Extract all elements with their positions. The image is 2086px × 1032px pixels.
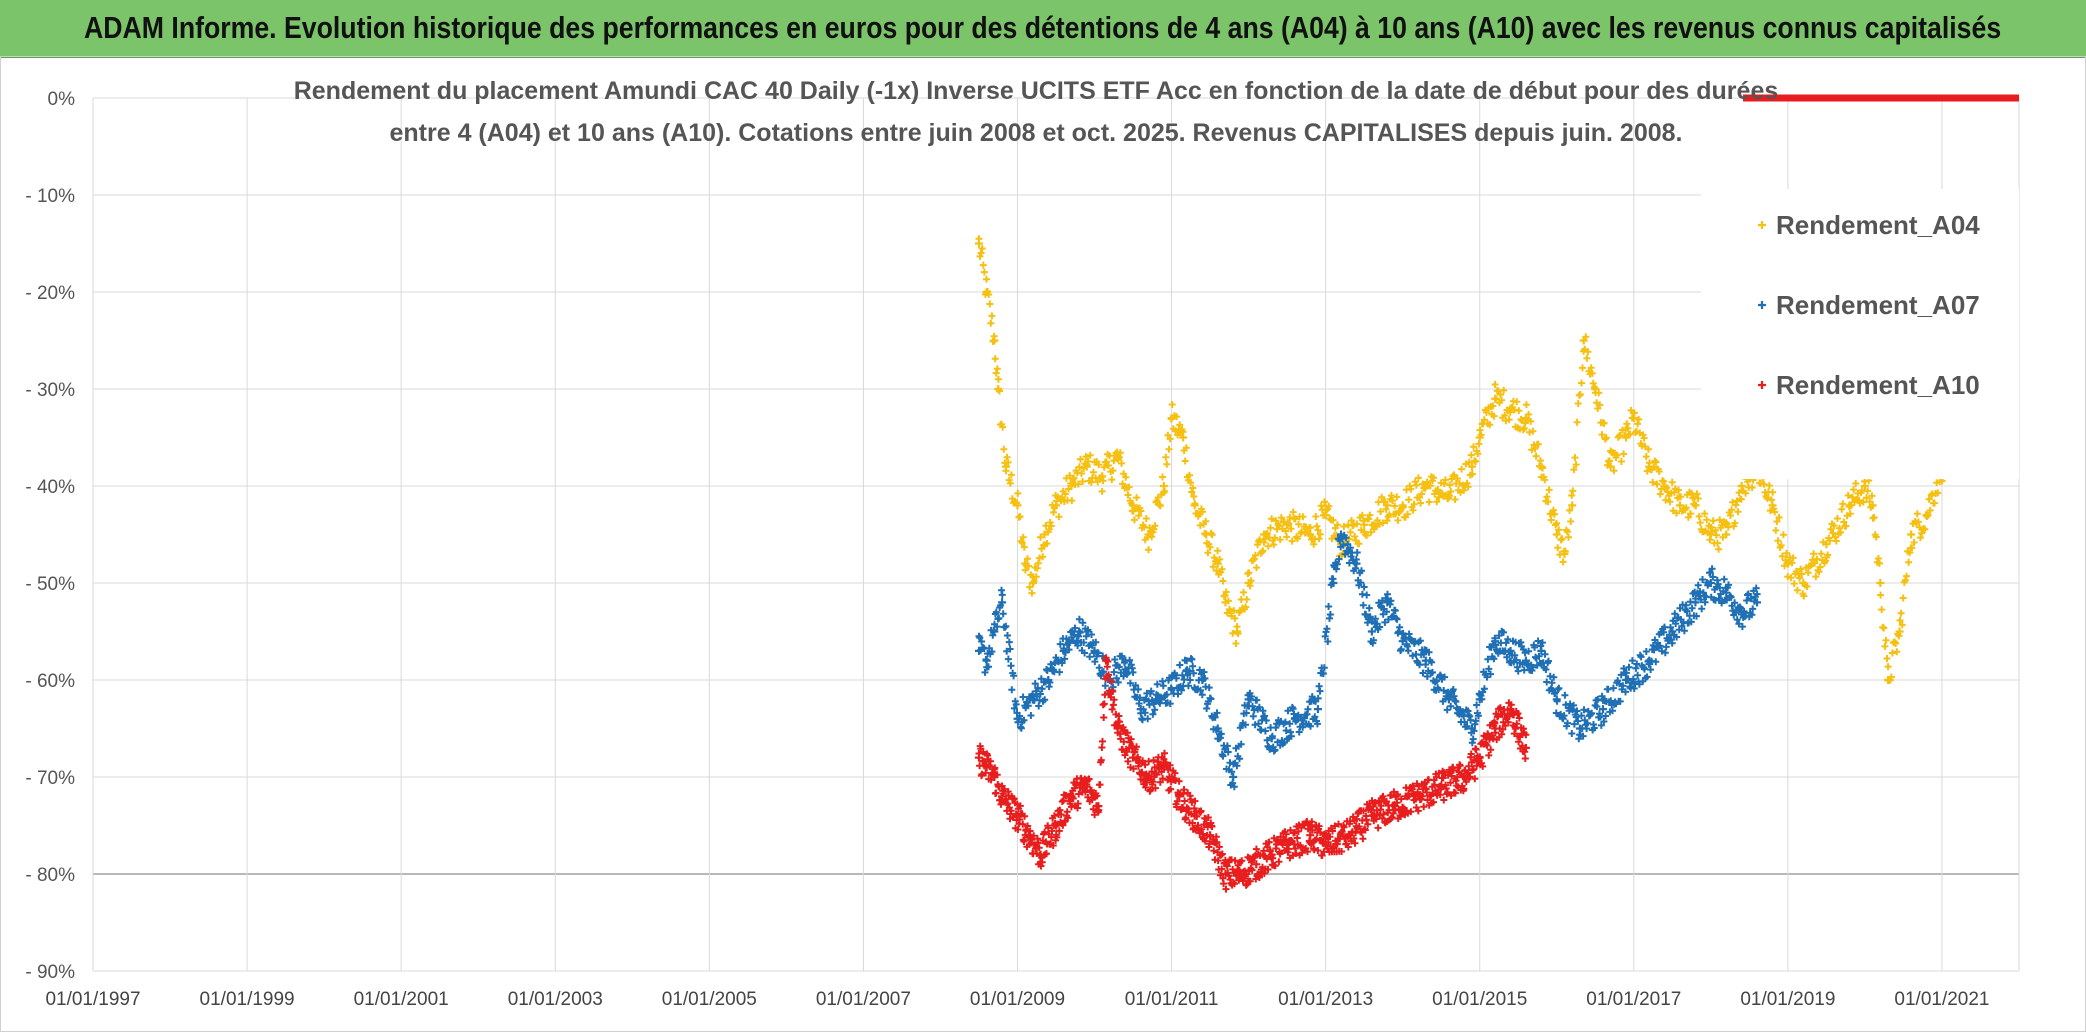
- x-tick-label: 01/01/1997: [45, 989, 140, 1010]
- legend-label: Rendement_A07: [1776, 290, 1980, 320]
- y-tick-label: - 30%: [25, 380, 75, 401]
- axes: 0% - 10% - 20% - 30% - 40% - 50% - 60% - 70% - 8…: [25, 89, 1989, 1010]
- data-point: [1568, 501, 1577, 510]
- data-point: [1676, 501, 1685, 510]
- x-tick-label: 01/01/1999: [200, 989, 295, 1010]
- x-tick-label: 01/01/2001: [354, 989, 449, 1010]
- data-point: [1468, 462, 1477, 471]
- page-title: ADAM Informe. Evolution historique des p…: [84, 10, 2002, 45]
- data-point: [1737, 482, 1746, 490]
- y-tick-label: 0%: [48, 89, 76, 110]
- x-tick-label: 01/01/2005: [662, 989, 757, 1010]
- y-tick-label: - 80%: [25, 865, 75, 886]
- x-tick-label: 01/01/2011: [1125, 989, 1219, 1010]
- legend-marker: [1758, 221, 1766, 229]
- legend-marker: [1758, 301, 1766, 309]
- x-tick-label: 01/01/2007: [816, 989, 911, 1010]
- chart-title-line-2: entre 4 (A04) et 10 ans (A10). Cotations…: [390, 119, 1683, 147]
- series-cloud: [975, 235, 1954, 684]
- data-point: [1252, 860, 1261, 869]
- y-tick-label: - 90%: [25, 962, 75, 983]
- legend-label: Rendement_A10: [1776, 370, 1980, 400]
- y-tick-label: - 10%: [25, 186, 75, 207]
- x-tick-label: 01/01/2013: [1278, 989, 1373, 1010]
- data-point: [1598, 705, 1607, 714]
- chart-frame: 0% - 10% - 20% - 30% - 40% - 50% - 60% - 70% - 8…: [0, 56, 2086, 1032]
- chart-title-line-1: Rendement du placement Amundi CAC 40 Dai…: [294, 77, 1779, 105]
- legend-marker: [1758, 381, 1766, 389]
- y-tick-label: - 70%: [25, 768, 75, 789]
- y-tick-label: - 40%: [25, 477, 75, 498]
- legend-box: [1701, 189, 2019, 479]
- data-point: [1876, 579, 1885, 587]
- x-tick-label: 01/01/2019: [1740, 989, 1835, 1010]
- legend: Rendement_A04 Rendement_A07 Rendement_A10: [1701, 189, 2019, 479]
- chart-area: 0% - 10% - 20% - 30% - 40% - 50% - 60% - 70% - 8…: [25, 77, 2020, 1010]
- data-point: [1552, 530, 1561, 539]
- series-Rendement_A10: [974, 654, 1530, 893]
- legend-label: Rendement_A04: [1776, 210, 1980, 240]
- x-tick-label: 01/01/2003: [508, 989, 603, 1010]
- data-point: [1367, 627, 1376, 636]
- gridlines: [92, 97, 2020, 972]
- y-tick-label: - 50%: [25, 574, 75, 595]
- header-banner: ADAM Informe. Evolution historique des p…: [0, 0, 2086, 58]
- series-cloud: [975, 654, 1530, 893]
- data-point: [1579, 336, 1588, 345]
- y-tick-label: - 20%: [25, 283, 75, 304]
- data-point: [1313, 705, 1322, 714]
- x-tick-label: 01/01/2017: [1586, 989, 1681, 1010]
- x-tick-label: 01/01/2021: [1894, 989, 1989, 1010]
- x-tick-label: 01/01/2009: [970, 989, 1065, 1010]
- y-tick-label: - 60%: [25, 671, 75, 692]
- series-cloud: [975, 531, 1761, 791]
- x-tick-label: 01/01/2015: [1432, 989, 1527, 1010]
- data-point: [1907, 530, 1916, 539]
- series-Rendement_A07: [974, 530, 1762, 791]
